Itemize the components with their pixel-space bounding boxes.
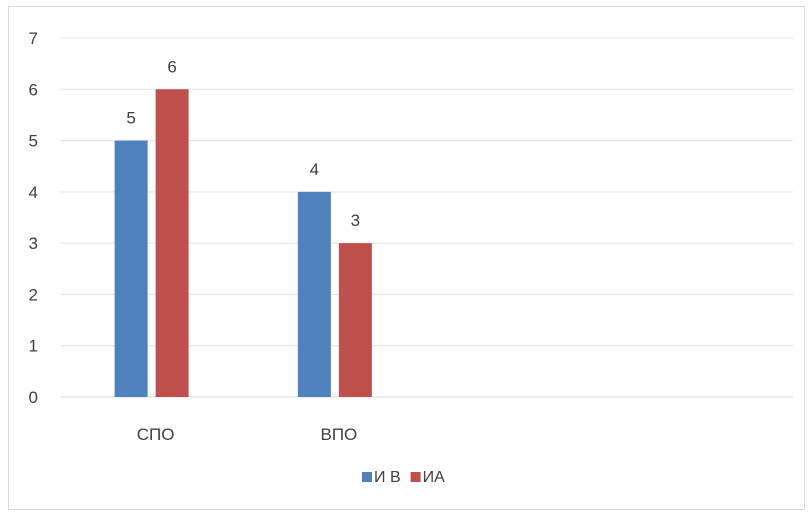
data-label: 5 [126,109,135,128]
y-tick-label: 0 [29,388,38,407]
legend-label: И В [374,469,401,486]
legend-label: ИА [423,469,446,486]
data-label: 3 [351,211,360,230]
legend-swatch [410,472,421,482]
y-tick-label: 6 [29,80,38,99]
data-label: 6 [167,57,176,76]
y-tick-label: 5 [29,132,38,151]
y-tick-label: 7 [29,29,38,48]
bar-series-2 [155,89,189,398]
data-labels: 5 6 4 3 [126,57,360,230]
bars [114,89,372,398]
bar-series-1 [297,191,331,397]
y-tick-label: 2 [29,285,38,304]
y-tick-label: 3 [29,234,38,253]
x-tick-label: ВПО [320,425,357,444]
y-axis-ticks: 0 1 2 3 4 5 6 7 [29,29,38,407]
legend: И В ИА [362,469,445,486]
data-label: 4 [310,160,319,179]
legend-swatch [362,472,372,482]
x-axis-ticks: СПО ВПО [137,425,358,444]
bar-series-2 [338,243,372,397]
x-tick-label: СПО [137,425,175,444]
bar-series-1 [114,140,148,398]
y-tick-label: 4 [29,183,38,202]
y-tick-label: 1 [29,337,38,356]
